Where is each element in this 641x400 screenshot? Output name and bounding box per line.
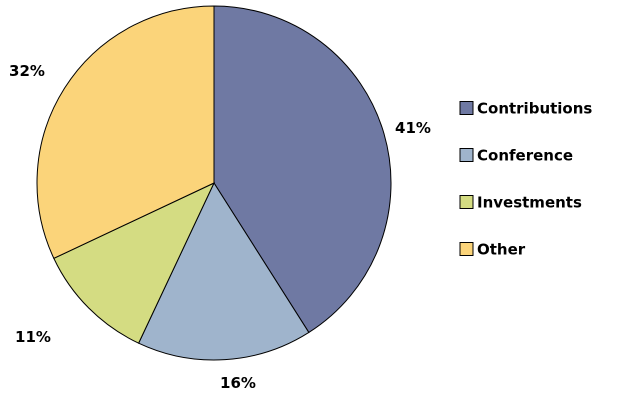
pie-slice-contributions (213, 5, 392, 334)
legend-swatch-contributions (459, 101, 474, 115)
legend-label-contributions: Contributions (477, 100, 592, 118)
pie-slices (36, 5, 392, 361)
pie-label-conference: 16% (220, 374, 256, 392)
legend-swatch-investments (459, 195, 474, 209)
pie-label-other: 32% (9, 62, 45, 80)
legend-label-investments: Investments (477, 194, 582, 212)
legend-label-conference: Conference (477, 147, 573, 165)
pie-label-investments: 11% (15, 328, 51, 346)
pie-slice-investments (53, 181, 216, 344)
legend-label-other: Other (477, 241, 526, 259)
pie-labels: 41% 16% 11% 32% (9, 62, 431, 392)
legend: Contributions Conference Investments Other (459, 100, 592, 259)
legend-swatch-conference (459, 148, 474, 162)
pie-label-contributions: 41% (395, 119, 431, 137)
legend-swatch-other (459, 242, 474, 256)
pie-slice-other (36, 5, 215, 260)
pie-slice-conference (137, 181, 310, 361)
